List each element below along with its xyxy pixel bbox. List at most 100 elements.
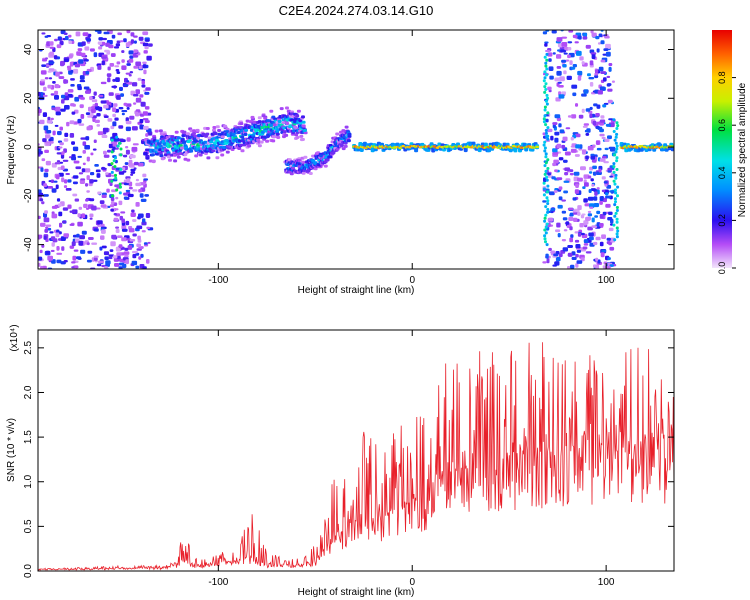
spectrogram-cell [545,102,549,106]
spectrogram-cell [300,138,305,141]
spectrogram-cell [135,97,142,103]
spectrogram-cell [132,82,138,87]
spectrogram-cell [279,107,284,111]
spectrogram-cell [611,80,616,83]
spectrogram-cell [40,167,44,172]
spectrogram-cell [142,42,149,47]
spectrogram-cell [46,119,53,124]
spectrogram-cell [78,123,85,126]
spectrogram-cell [615,235,619,239]
colorbar-tick-label: 0.6 [717,119,727,132]
spectrogram-cell [77,118,82,124]
spectrogram-cell [71,241,76,247]
spectrogram-cell [59,161,64,164]
spectrogram-cell [554,114,561,119]
spectrogram-cell [615,232,619,236]
spectrogram-cell [115,43,121,47]
spectrogram-cell [69,61,74,67]
spectrogram-cell [116,40,121,44]
spectrogram-cell [105,260,111,265]
spectrogram-cell [42,112,48,118]
spectrogram-cell [146,259,150,264]
spectrogram-cell [118,244,123,249]
spectrogram-cell [38,234,41,240]
spectrogram-cell [542,187,546,191]
spectrogram-cell [176,155,181,159]
spectrogram-cell [98,94,104,98]
snr-y-label: SNR (10 * v/v) [6,418,17,482]
spectrogram-cell [54,95,60,100]
spectrogram-cell [223,124,228,128]
spectrogram-cell [243,133,248,136]
spectrogram-cell [130,90,136,95]
spectrogram-cell [54,90,59,95]
colorbar-tick-label: 0.0 [717,262,727,275]
spectrogram-cell [41,158,46,162]
spectrogram-cell [43,183,48,188]
spectrogram-cell [544,99,548,103]
spectrogram-cell [70,84,75,87]
spectrogram-cell [215,125,220,129]
spectrogram-cell [112,142,118,147]
spectrogram-cell [593,241,598,246]
spectrogram-cell [67,204,72,209]
spectrogram-cell [598,33,603,38]
spectrogram-cell [104,49,110,53]
spectrogram-cell [544,240,547,244]
spectrogram-cell [561,59,567,63]
spectrogram-cell [116,71,121,74]
spectrogram-cell [139,94,144,98]
spectrogram-cell [569,169,574,173]
spectrogram-cell [613,138,617,142]
spectrogram-cell [57,36,62,41]
spectrogram-cell [123,251,130,255]
spectrogram-cell [132,233,137,237]
spectrogram-cell [583,89,589,94]
spectrogram-cell [110,201,115,205]
spectrogram-cell [151,153,155,157]
spectrogram-cell [160,157,165,161]
spectrogram-cell [613,197,617,201]
spectrogram-cell [77,86,82,91]
spectrogram-cell [294,133,299,137]
spectrogram-panel: -100 0 100 -40 -20 0 20 40 Height of straight … [6,29,675,296]
spectrogram-cell [131,209,135,213]
spectrogram-cell [69,223,75,226]
spectrogram-cell [51,213,58,219]
spectrogram-cell [615,226,619,230]
spectrogram-cell [74,63,81,68]
spectrogram-cell [550,135,554,141]
spectrogram-cell [608,66,612,72]
spectrogram-cell [109,63,115,67]
spectrogram-cell [558,196,563,201]
spectrogram-cell [546,167,550,170]
spectrogram-cell [133,102,137,105]
spectrogram-cell [299,134,304,138]
spectrogram-cell [45,134,51,139]
spectrogram-cell [269,123,274,127]
spectrogram-cell [295,114,300,118]
spectrogram-cell [561,144,566,149]
spectrogram-cell [582,36,588,40]
spectrogram-cell [570,136,574,141]
spectrogram-cell [102,127,109,133]
spectrogram-cell [137,77,142,81]
spectrogram-cell [592,165,597,170]
spectrogram-cell [138,36,144,41]
spectrogram-cell [206,156,211,160]
spectrogram-cell [599,196,604,201]
spectrogram-cell [112,121,117,127]
spectrogram-cell [599,158,606,162]
spectrogram-cell [546,210,550,214]
spectrogram-cell [119,86,123,91]
spectrogram-y-label: Frequency (Hz) [6,116,17,185]
spectrogram-cell [38,262,41,267]
spectrogram-cell [115,196,119,200]
spectrogram-cell [61,246,65,251]
spectrogram-cell [101,167,107,170]
spectrogram-cell [589,106,593,110]
spectrogram-cell [49,46,55,49]
spectrogram-cell [70,69,74,74]
spectrogram-cell [80,114,85,119]
spectrogram-cell [147,241,151,244]
